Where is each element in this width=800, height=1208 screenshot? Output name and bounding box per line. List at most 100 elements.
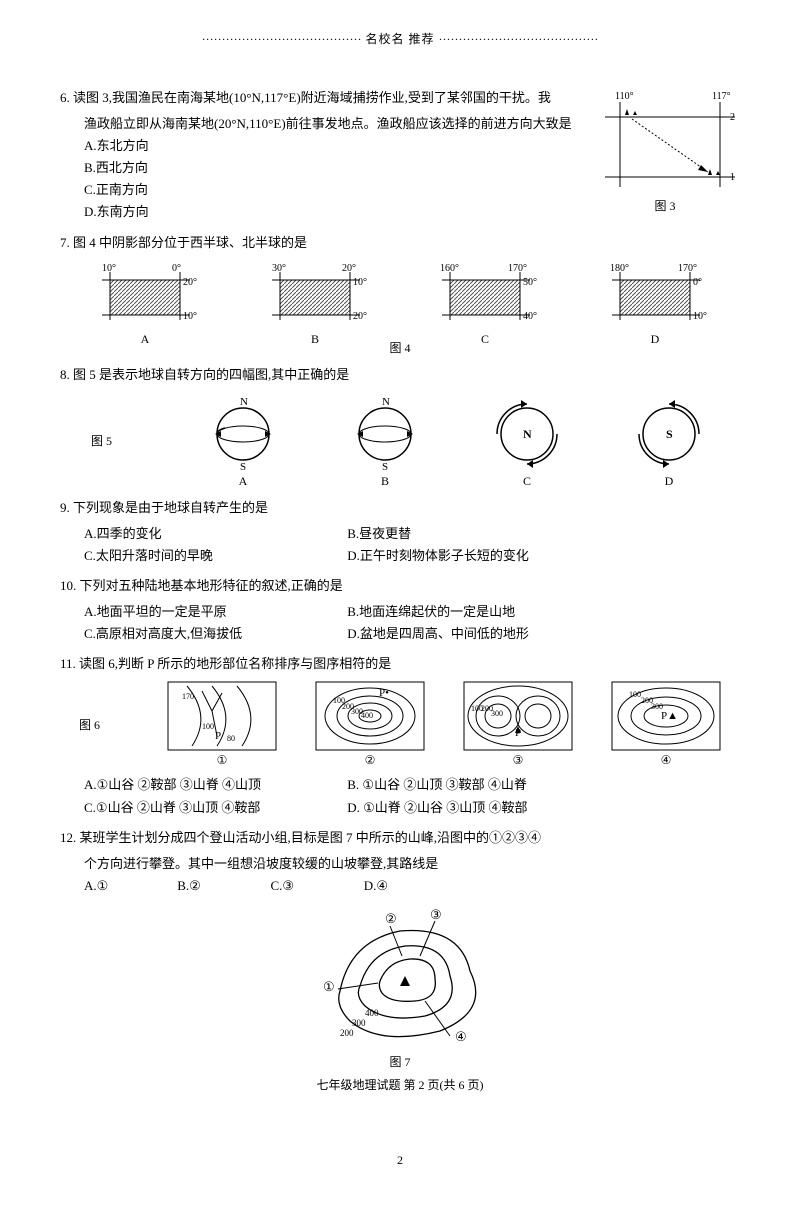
q7-panel-d: 180° 170° 0° 10° D [600, 260, 710, 347]
q11-opt-c: C.①山谷 ②山脊 ③山顶 ④鞍部 [84, 797, 344, 819]
svg-text:10°: 10° [183, 311, 197, 322]
figure-6: 图 6 170 100 80 P ① 100 200 300 [60, 681, 740, 768]
figure-4: 10° 0° 20° 10° A 30° 20° 10° 20° B [60, 260, 740, 347]
q11-opts-2: C.①山谷 ②山脊 ③山顶 ④鞍部 D. ①山脊 ②山谷 ③山顶 ④鞍部 [84, 797, 740, 819]
svg-text:20°: 20° [353, 311, 367, 322]
q11-panel-1: 170 100 80 P ① [167, 681, 277, 768]
q8-letter-c: C [487, 474, 567, 489]
svg-text:400: 400 [365, 1008, 379, 1018]
fig5-label: 图 5 [91, 432, 141, 449]
q7-letter-b: B [260, 332, 370, 347]
q11-opt-b: B. ①山谷 ②山顶 ③鞍部 ④山脊 [347, 774, 607, 796]
q12-opt-c: C.③ [271, 875, 361, 897]
q12-opts: A.① B.② C.③ D.④ [84, 875, 740, 897]
q7-letter-c: C [430, 332, 540, 347]
q11-num-1: ① [167, 753, 277, 768]
q10-opt-a: A.地面平坦的一定是平原 [84, 601, 344, 623]
q11-opts-1: A.①山谷 ②鞍部 ③山脊 ④山顶 B. ①山谷 ②山顶 ③鞍部 ④山脊 [84, 774, 740, 796]
q11-num-4: ④ [611, 753, 721, 768]
svg-text:10°: 10° [353, 277, 367, 288]
q7-letter-d: D [600, 332, 710, 347]
q11-text: 11. 读图 6,判断 P 所示的地形部位名称排序与图序相符的是 [60, 653, 740, 675]
svg-text:N: N [523, 427, 532, 441]
q12-cont: 个方向进行攀登。其中一组想沿坡度较缓的山坡攀登,其路线是 [84, 853, 740, 875]
svg-text:170°: 170° [508, 263, 527, 274]
figure-7: ① ② ③ ④ 400 300 200 [60, 901, 740, 1051]
q8-letter-d: D [629, 474, 709, 489]
q12-opt-a: A.① [84, 875, 174, 897]
svg-text:0°: 0° [693, 277, 702, 288]
svg-text:2: 2 [730, 112, 735, 123]
q10-opt-c: C.高原相对高度大,但海拔低 [84, 623, 344, 645]
q12-text: 12. 某班学生计划分成四个登山活动小组,目标是图 7 中所示的山峰,沿图中的①… [60, 827, 740, 849]
svg-text:180°: 180° [610, 263, 629, 274]
svg-text:400: 400 [361, 711, 373, 720]
q11-opt-d: D. ①山脊 ②山谷 ③山顶 ④鞍部 [347, 797, 607, 819]
q8-letter-a: A [203, 474, 283, 489]
svg-text:P•: P• [379, 687, 389, 699]
fig3-svg: 110° 117° 2 1 [590, 87, 740, 197]
svg-text:S: S [666, 427, 673, 441]
svg-text:20°: 20° [342, 263, 356, 274]
q11-panel-3: 100 200 300 P ③ [463, 681, 573, 768]
svg-text:170°: 170° [678, 263, 697, 274]
q7-text: 7. 图 4 中阴影部分位于西半球、北半球的是 [60, 232, 740, 254]
q7-letter-a: A [90, 332, 200, 347]
svg-text:160°: 160° [440, 263, 459, 274]
q11-panel-2: 100 200 300 400 P• ② [315, 681, 425, 768]
svg-text:1: 1 [730, 172, 735, 183]
exam-page: ········································… [0, 0, 800, 1208]
svg-text:②: ② [385, 911, 397, 926]
page-header: ········································… [60, 30, 740, 47]
q11-num-2: ② [315, 753, 425, 768]
q10-text: 10. 下列对五种陆地基本地形特征的叙述,正确的是 [60, 575, 740, 597]
svg-text:50°: 50° [523, 277, 537, 288]
q8-globe-d: S D [629, 392, 709, 489]
svg-text:100: 100 [202, 722, 214, 731]
fig7-label: 图 7 [60, 1053, 740, 1070]
q9-opts-1: A.四季的变化 B.昼夜更替 [84, 523, 740, 545]
fig3-label: 图 3 [590, 197, 740, 214]
svg-text:20°: 20° [183, 277, 197, 288]
svg-text:N: N [240, 396, 248, 408]
svg-text:117°: 117° [712, 91, 731, 102]
q10-opt-b: B.地面连绵起伏的一定是山地 [347, 601, 607, 623]
svg-text:200: 200 [641, 696, 653, 705]
svg-text:110°: 110° [615, 91, 634, 102]
svg-text:200: 200 [340, 1028, 354, 1038]
q10-opts-2: C.高原相对高度大,但海拔低 D.盆地是四周高、中间低的地形 [84, 623, 740, 645]
q8-globe-a: N S A [203, 392, 283, 489]
q7-panel-a: 10° 0° 20° 10° A [90, 260, 200, 347]
q9-opt-b: B.昼夜更替 [347, 523, 607, 545]
svg-text:80: 80 [227, 734, 235, 743]
svg-text:10°: 10° [102, 263, 116, 274]
fig6-label: 图 6 [79, 716, 129, 733]
q8-letter-b: B [345, 474, 425, 489]
svg-text:40°: 40° [523, 311, 537, 322]
figure-5: 图 5 N S A N S B [60, 392, 740, 489]
q10-opt-d: D.盆地是四周高、中间低的地形 [347, 623, 607, 645]
footer-caption: 七年级地理试题 第 2 页(共 6 页) [60, 1076, 740, 1093]
q10-opts-1: A.地面平坦的一定是平原 B.地面连绵起伏的一定是山地 [84, 601, 740, 623]
svg-text:P: P [215, 730, 221, 742]
q11-panel-4: 300 200 100 P▲ ④ [611, 681, 721, 768]
q12-opt-d: D.④ [364, 875, 454, 897]
page-number: 2 [60, 1153, 740, 1168]
svg-text:①: ① [323, 979, 335, 994]
q11-num-3: ③ [463, 753, 573, 768]
q11-opt-a: A.①山谷 ②鞍部 ③山脊 ④山顶 [84, 774, 344, 796]
q12-opt-b: B.② [177, 875, 267, 897]
q8-globe-c: N C [487, 392, 567, 489]
q9-text: 9. 下列现象是由于地球自转产生的是 [60, 497, 740, 519]
svg-text:300: 300 [352, 1018, 366, 1028]
svg-text:0°: 0° [172, 263, 181, 274]
q8-text: 8. 图 5 是表示地球自转方向的四幅图,其中正确的是 [60, 364, 740, 386]
svg-text:100: 100 [629, 690, 641, 699]
svg-text:170: 170 [182, 692, 194, 701]
q8-globe-b: N S B [345, 392, 425, 489]
header-text: 名校名 推荐 [365, 32, 434, 46]
figure-3: 110° 117° 2 1 图 3 [590, 87, 740, 214]
dots-left: ········································ [202, 32, 362, 46]
svg-text:S: S [240, 461, 246, 472]
svg-text:10°: 10° [693, 311, 707, 322]
